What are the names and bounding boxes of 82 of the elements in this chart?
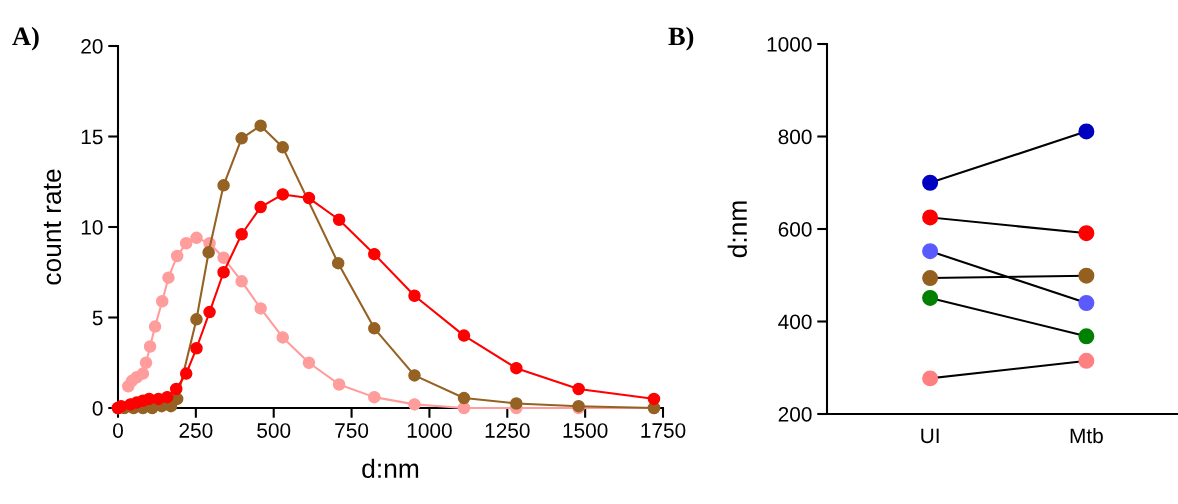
y-axis-title: d:nm <box>727 201 747 258</box>
y-tick-label: 600 <box>778 222 812 237</box>
point <box>136 367 150 380</box>
point <box>190 342 203 355</box>
point <box>202 246 215 259</box>
x-tick-label: 1250 <box>485 423 530 438</box>
y-tick-label: 400 <box>778 314 812 330</box>
point <box>922 270 939 287</box>
point <box>235 132 248 145</box>
x-tick-label: 750 <box>335 423 369 438</box>
point <box>203 305 216 319</box>
point <box>254 200 267 214</box>
y-tick-label: 800 <box>778 129 812 145</box>
point <box>170 249 184 263</box>
point <box>332 213 346 227</box>
point <box>235 227 248 241</box>
x-tick-label: Mtb <box>1070 427 1103 444</box>
point <box>169 382 183 396</box>
point <box>572 382 585 396</box>
point <box>1078 225 1095 242</box>
point <box>190 231 203 245</box>
point <box>331 256 345 270</box>
point <box>162 271 175 284</box>
point <box>922 370 939 387</box>
point <box>217 265 230 279</box>
y-tick-label: 20 <box>81 39 103 54</box>
y-tick-label: 0 <box>92 401 103 416</box>
point <box>302 191 316 205</box>
point <box>235 275 248 288</box>
point <box>647 392 661 406</box>
y-axis-title: count rate <box>43 169 62 285</box>
point <box>368 247 381 261</box>
y-tick-label: 15 <box>81 129 103 145</box>
point <box>332 378 346 391</box>
point <box>1078 328 1095 345</box>
point <box>254 119 267 132</box>
point <box>922 289 939 306</box>
x-tick-label: 1000 <box>407 423 452 438</box>
point <box>254 302 267 315</box>
point <box>179 367 193 380</box>
point <box>922 209 939 226</box>
x-tick-label: 1500 <box>563 423 608 438</box>
point <box>408 369 421 382</box>
y-tick-label: 5 <box>92 310 103 326</box>
point <box>1078 295 1095 311</box>
y-tick-label: 10 <box>81 220 103 235</box>
text: B) <box>668 26 694 51</box>
x-tick-label: UI <box>921 428 939 444</box>
point <box>408 398 421 411</box>
x-tick-label: 250 <box>179 423 213 438</box>
point <box>1078 352 1095 369</box>
point <box>217 179 230 192</box>
point <box>179 237 193 250</box>
y-tick-label: 200 <box>778 407 812 422</box>
point <box>276 331 289 344</box>
point <box>276 188 289 201</box>
x-tick-label: 1750 <box>641 423 686 438</box>
text: A) <box>12 26 39 51</box>
x-tick-label: 0 <box>113 423 123 438</box>
point <box>139 356 153 370</box>
point <box>1078 123 1095 140</box>
point <box>457 329 471 342</box>
x-tick-label: 500 <box>257 423 291 438</box>
point <box>148 320 162 333</box>
point <box>457 391 471 405</box>
point <box>302 356 316 370</box>
point <box>922 174 939 191</box>
x-axis-title: d:nm <box>362 458 419 479</box>
point <box>510 361 523 375</box>
point <box>408 289 421 303</box>
point <box>276 141 289 154</box>
point <box>368 322 381 335</box>
point <box>510 397 523 410</box>
point <box>368 390 381 404</box>
point <box>143 340 157 353</box>
point <box>155 294 169 308</box>
y-tick-label: 1000 <box>767 37 812 52</box>
point <box>190 313 203 326</box>
point <box>922 243 939 260</box>
point <box>160 390 174 404</box>
point <box>217 251 230 265</box>
point <box>1078 267 1095 284</box>
